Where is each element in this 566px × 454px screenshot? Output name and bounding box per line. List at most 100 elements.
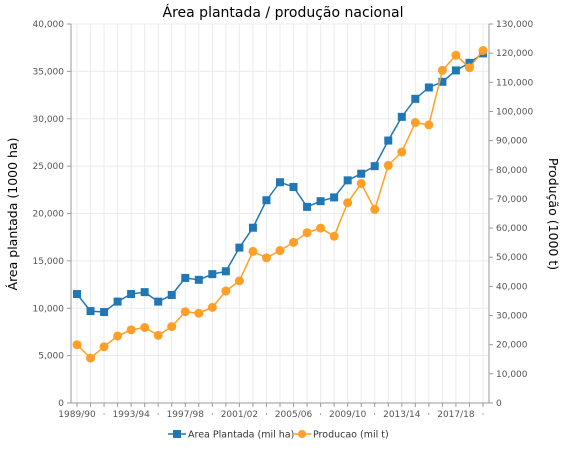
data-point[interactable]: [234, 276, 244, 286]
x-tick-label: 2005/06: [275, 410, 313, 420]
data-point[interactable]: [221, 267, 230, 276]
y-right-tick-label: 50,000: [496, 253, 528, 263]
x-tick-separator: ·: [265, 410, 268, 420]
data-point[interactable]: [330, 193, 339, 202]
data-point[interactable]: [113, 297, 122, 306]
chart-title: Área plantada / produção nacional: [163, 4, 404, 21]
data-point[interactable]: [464, 63, 474, 73]
data-point[interactable]: [73, 290, 81, 299]
y-right-tick-label: 40,000: [496, 282, 528, 292]
data-point[interactable]: [140, 288, 149, 297]
y-right-tick-label: 10,000: [496, 370, 528, 380]
data-point[interactable]: [357, 169, 366, 178]
data-point[interactable]: [262, 196, 271, 205]
data-point[interactable]: [100, 308, 109, 317]
data-point[interactable]: [438, 77, 447, 86]
data-point[interactable]: [424, 120, 434, 130]
data-point[interactable]: [194, 275, 203, 284]
y-left-tick-label: 30,000: [33, 115, 65, 125]
data-point[interactable]: [383, 160, 393, 170]
data-point[interactable]: [289, 182, 298, 191]
data-point[interactable]: [302, 228, 312, 238]
x-tick-separator: ·: [373, 410, 376, 420]
data-point[interactable]: [411, 94, 420, 103]
data-point[interactable]: [221, 286, 231, 296]
data-point[interactable]: [289, 237, 299, 247]
y-axis-right-title: Produção (1000 t): [546, 158, 561, 270]
x-tick-label: 2013/14: [383, 410, 421, 420]
data-point[interactable]: [261, 253, 271, 263]
data-point[interactable]: [99, 342, 109, 352]
legend-label: Area Plantada (mil ha): [188, 430, 294, 441]
y-left-tick-label: 15,000: [33, 257, 65, 267]
data-point[interactable]: [86, 307, 95, 316]
data-point[interactable]: [167, 322, 177, 332]
data-point[interactable]: [127, 290, 136, 299]
series-layer: [72, 46, 488, 363]
y-right-tick-label: 90,000: [496, 137, 528, 147]
data-point[interactable]: [343, 176, 352, 185]
y-right-tick-label: 60,000: [496, 224, 528, 234]
data-point[interactable]: [303, 202, 312, 211]
data-point[interactable]: [437, 65, 447, 75]
data-point[interactable]: [451, 50, 461, 60]
data-point[interactable]: [410, 118, 420, 128]
x-tick-separator: ·: [319, 410, 322, 420]
data-point[interactable]: [343, 198, 353, 208]
x-tick-label: 2009/10: [329, 410, 367, 420]
y-right-tick-label: 30,000: [496, 312, 528, 322]
data-point[interactable]: [316, 223, 326, 233]
data-point[interactable]: [248, 246, 258, 256]
legend[interactable]: Area Plantada (mil ha) Producao (mil t): [168, 430, 389, 441]
data-point[interactable]: [153, 330, 163, 340]
data-point[interactable]: [181, 273, 190, 282]
y-right-tick-label: 80,000: [496, 166, 528, 176]
y-left-tick-label: 10,000: [33, 304, 65, 314]
x-tick-separator: ·: [211, 410, 214, 420]
data-point[interactable]: [370, 162, 379, 171]
data-point[interactable]: [126, 325, 136, 335]
data-point[interactable]: [180, 307, 190, 317]
legend-item[interactable]: Producao (mil t): [293, 430, 389, 441]
x-tick-label: 2017/18: [437, 410, 475, 420]
x-tick-label: 1997/98: [167, 410, 205, 420]
y-right-tick-label: 100,000: [496, 107, 533, 117]
data-point[interactable]: [154, 297, 163, 306]
data-point[interactable]: [86, 353, 96, 363]
x-tick-separator: ·: [427, 410, 430, 420]
data-point[interactable]: [384, 136, 393, 145]
data-point[interactable]: [424, 83, 433, 92]
data-point[interactable]: [276, 178, 284, 187]
legend-label: Producao (mil t): [313, 430, 389, 441]
data-point[interactable]: [72, 340, 82, 350]
data-point[interactable]: [113, 331, 123, 341]
y-right-tick-label: 0: [496, 399, 502, 409]
data-point[interactable]: [140, 322, 150, 332]
x-tick-label: 1993/94: [112, 410, 150, 420]
data-point[interactable]: [194, 308, 204, 318]
legend-swatch-marker: [173, 430, 181, 438]
grid-layer: [71, 23, 489, 404]
data-point[interactable]: [275, 246, 285, 256]
data-point[interactable]: [397, 112, 406, 121]
data-point[interactable]: [329, 231, 339, 241]
data-point[interactable]: [451, 66, 460, 75]
data-point[interactable]: [235, 243, 244, 252]
data-point[interactable]: [208, 270, 217, 279]
x-tick-label: 1989/90: [58, 410, 96, 420]
data-point[interactable]: [478, 46, 488, 56]
data-point[interactable]: [248, 223, 257, 232]
legend-item[interactable]: Area Plantada (mil ha): [168, 430, 294, 441]
data-point[interactable]: [167, 290, 176, 299]
data-point[interactable]: [207, 302, 217, 312]
data-point[interactable]: [316, 197, 325, 206]
data-point[interactable]: [465, 58, 474, 67]
y-right-tick-label: 110,000: [496, 78, 533, 88]
data-point[interactable]: [356, 178, 366, 188]
y-right-tick-label: 130,000: [496, 20, 533, 30]
data-point[interactable]: [397, 147, 407, 157]
data-point[interactable]: [370, 204, 380, 214]
legend-swatch-marker: [298, 430, 306, 438]
y-axis-left-title: Área plantada (1000 ha): [5, 138, 20, 291]
